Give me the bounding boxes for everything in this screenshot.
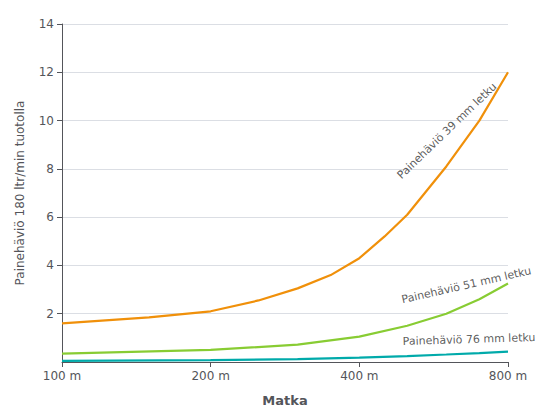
svg-text:400 m: 400 m [340,369,378,383]
svg-text:Painehäviö 51 mm letku: Painehäviö 51 mm letku [400,264,532,306]
svg-text:Painehäviö 39 mm letku: Painehäviö 39 mm letku [395,80,500,181]
svg-text:14: 14 [39,17,54,31]
svg-text:Painehäviö 180 ltr/min tuotoll: Painehäviö 180 ltr/min tuotolla [13,101,27,286]
svg-text:800 m: 800 m [489,369,527,383]
svg-text:6: 6 [46,210,54,224]
svg-text:200 m: 200 m [191,369,229,383]
svg-text:Painehäviö 76 mm letku: Painehäviö 76 mm letku [403,331,536,348]
svg-text:8: 8 [46,162,54,176]
svg-text:12: 12 [39,65,54,79]
svg-text:Matka: Matka [262,393,307,408]
svg-text:2: 2 [46,307,54,321]
svg-text:10: 10 [39,114,54,128]
svg-text:100 m: 100 m [43,369,81,383]
svg-text:4: 4 [46,258,54,272]
